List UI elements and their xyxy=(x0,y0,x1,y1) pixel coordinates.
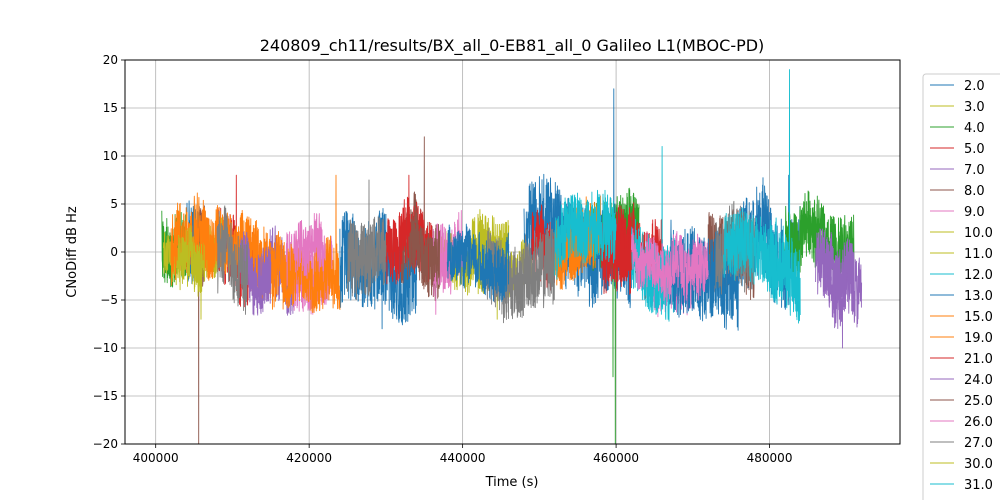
y-tick-label: 0 xyxy=(110,245,118,259)
y-tick-label: −5 xyxy=(100,293,118,307)
legend-label: 3.0 xyxy=(964,100,985,115)
series-line xyxy=(385,174,433,285)
legend-label: 2.0 xyxy=(964,79,985,94)
series-line xyxy=(723,207,778,305)
legend-label: 7.0 xyxy=(964,163,985,178)
x-tick-label: 420000 xyxy=(286,451,332,465)
legend-label: 4.0 xyxy=(964,121,985,136)
x-tick-label: 480000 xyxy=(747,451,793,465)
series-line xyxy=(347,179,387,300)
x-tick-label: 460000 xyxy=(593,451,639,465)
series-line xyxy=(630,228,709,302)
series-line xyxy=(216,205,249,315)
legend-label: 11.0 xyxy=(964,247,993,262)
axis-ticks: 400000 420000 440000 460000 480000 −20 −15 −10 −… xyxy=(93,53,793,465)
legend-label: 21.0 xyxy=(964,352,993,367)
x-tick-label: 440000 xyxy=(440,451,486,465)
legend-label: 12.0 xyxy=(964,268,993,283)
x-axis-label: Time (s) xyxy=(485,475,539,490)
plot-data xyxy=(161,69,863,444)
legend-label: 8.0 xyxy=(964,184,985,199)
chart-title: 240809_ch11/results/BX_all_0-EB81_all_0 … xyxy=(260,36,765,56)
legend-label: 26.0 xyxy=(964,415,993,430)
series-line xyxy=(446,223,510,303)
series-line xyxy=(784,190,855,289)
legend-label: 25.0 xyxy=(964,394,993,409)
legend-label: 15.0 xyxy=(964,310,993,325)
series-line xyxy=(554,189,617,280)
y-tick-label: −20 xyxy=(93,437,118,451)
legend-label: 13.0 xyxy=(964,289,993,304)
series-line xyxy=(485,227,556,324)
y-tick-label: 5 xyxy=(110,197,118,211)
legend-label: 27.0 xyxy=(964,436,993,451)
legend-label: 31.0 xyxy=(964,478,993,493)
legend: 2.0 3.0 4.0 5.0 7.0 8.0 9.0 10.0 11.0 12.0 13.0 15.… xyxy=(922,73,1000,500)
y-tick-label: 15 xyxy=(103,101,118,115)
series-line xyxy=(408,207,441,298)
legend-label: 24.0 xyxy=(964,373,993,388)
legend-label: 9.0 xyxy=(964,205,985,220)
legend-label: 10.0 xyxy=(964,226,993,241)
series-line xyxy=(822,232,855,312)
legend-label: 5.0 xyxy=(964,142,985,157)
y-tick-label: 20 xyxy=(103,53,118,67)
series-line xyxy=(162,232,180,286)
series-line xyxy=(178,225,203,320)
legend-frame xyxy=(922,73,1000,500)
series-line xyxy=(293,212,325,279)
legend-label: 19.0 xyxy=(964,331,993,346)
y-tick-label: −10 xyxy=(93,341,118,355)
y-axis-label: CNoDiff dB Hz xyxy=(65,206,80,298)
y-tick-label: −15 xyxy=(93,389,118,403)
legend-label: 30.0 xyxy=(964,457,993,472)
x-tick-label: 400000 xyxy=(133,451,179,465)
y-tick-label: 10 xyxy=(103,149,118,163)
